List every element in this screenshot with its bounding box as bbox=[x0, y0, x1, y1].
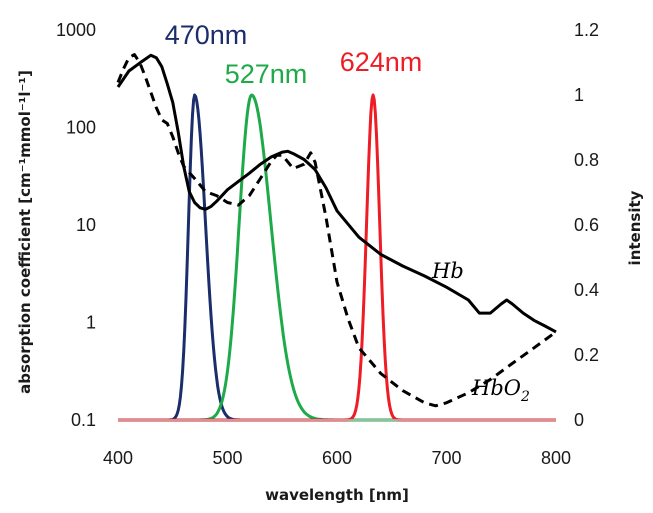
right-tick-label: 1.2 bbox=[574, 20, 599, 40]
right-tick-label: 0.4 bbox=[574, 280, 599, 300]
x-axis-title: wavelength [nm] bbox=[265, 486, 409, 504]
led-spectra bbox=[117, 93, 557, 422]
peak-label-470nm: 470nm bbox=[165, 20, 248, 50]
curve-labels: Hb HbO2 bbox=[431, 259, 530, 405]
right-tick-label: 0 bbox=[574, 410, 584, 430]
absorption-curves bbox=[116, 53, 557, 408]
left-tick-label: 1000 bbox=[56, 20, 96, 40]
left-tick-label: 0.1 bbox=[71, 410, 96, 430]
peak-label-624nm: 624nm bbox=[340, 47, 423, 77]
right-tick-label: 0.2 bbox=[574, 345, 599, 365]
left-tick-label: 10 bbox=[76, 215, 96, 235]
right-tick-label: 0.6 bbox=[574, 215, 599, 235]
curve-label-subscript: 2 bbox=[520, 389, 530, 405]
spectrum-470nm bbox=[117, 93, 557, 422]
left-tick-label: 1 bbox=[86, 313, 96, 333]
left-axis-ticks: 0.1 1 10 100 1000 bbox=[56, 20, 96, 430]
right-axis-title: intensity bbox=[626, 190, 644, 265]
right-tick-label: 1 bbox=[574, 85, 584, 105]
curve-label-text: Hb bbox=[431, 259, 464, 283]
x-axis-ticks: 400 500 600 700 800 bbox=[103, 448, 571, 468]
curve-label-text: HbO bbox=[471, 376, 521, 400]
curve-label-hbo2: HbO2 bbox=[471, 376, 530, 405]
x-tick-label: 700 bbox=[431, 448, 461, 468]
left-axis-title: absorption coefficient [cm⁻¹mmol⁻¹l⁻¹] bbox=[16, 70, 34, 394]
x-tick-label: 800 bbox=[541, 448, 571, 468]
peak-labels: 470nm 527nm 624nm bbox=[165, 20, 423, 89]
left-tick-label: 100 bbox=[66, 118, 96, 138]
right-axis-ticks: 0 0.2 0.4 0.6 0.8 1 1.2 bbox=[574, 20, 599, 430]
x-tick-label: 500 bbox=[212, 448, 242, 468]
right-tick-label: 0.8 bbox=[574, 150, 599, 170]
curve-hb bbox=[116, 53, 557, 334]
peak-label-527nm: 527nm bbox=[225, 59, 308, 89]
curve-label-hb: Hb bbox=[431, 259, 464, 283]
x-tick-label: 600 bbox=[322, 448, 352, 468]
x-tick-label: 400 bbox=[103, 448, 133, 468]
